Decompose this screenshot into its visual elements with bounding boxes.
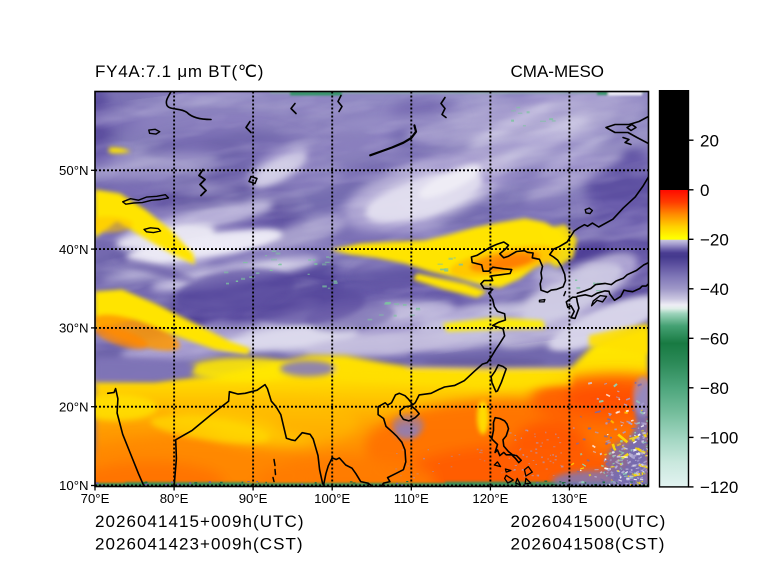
svg-text:20°N: 20°N [59,399,88,414]
svg-text:2026041415+009h(UTC): 2026041415+009h(UTC) [95,512,305,531]
svg-text:120°E: 120°E [472,491,508,506]
svg-text:40°N: 40°N [59,242,88,257]
svg-text:70°E: 70°E [81,491,110,506]
svg-text:20: 20 [700,131,719,150]
svg-text:10°N: 10°N [59,478,88,493]
svg-text:100°E: 100°E [314,491,350,506]
svg-text:FY4A:7.1 μm BT(℃): FY4A:7.1 μm BT(℃) [95,62,264,81]
svg-text:30°N: 30°N [59,321,88,336]
svg-text:110°E: 110°E [394,491,429,506]
svg-text:−120: −120 [700,478,738,497]
svg-text:130°E: 130°E [551,491,587,506]
svg-text:−20: −20 [700,231,729,250]
svg-text:90°E: 90°E [239,491,268,506]
svg-text:−100: −100 [700,429,738,448]
svg-text:50°N: 50°N [59,163,88,178]
svg-text:2026041423+009h(CST): 2026041423+009h(CST) [95,535,304,554]
svg-text:80°E: 80°E [160,491,189,506]
svg-text:−40: −40 [700,280,729,299]
svg-text:2026041508(CST): 2026041508(CST) [511,535,666,554]
svg-text:2026041500(UTC): 2026041500(UTC) [511,512,667,531]
svg-text:0: 0 [700,181,709,200]
svg-text:CMA-MESO: CMA-MESO [511,62,605,81]
svg-text:−60: −60 [700,330,729,349]
svg-text:−80: −80 [700,379,729,398]
